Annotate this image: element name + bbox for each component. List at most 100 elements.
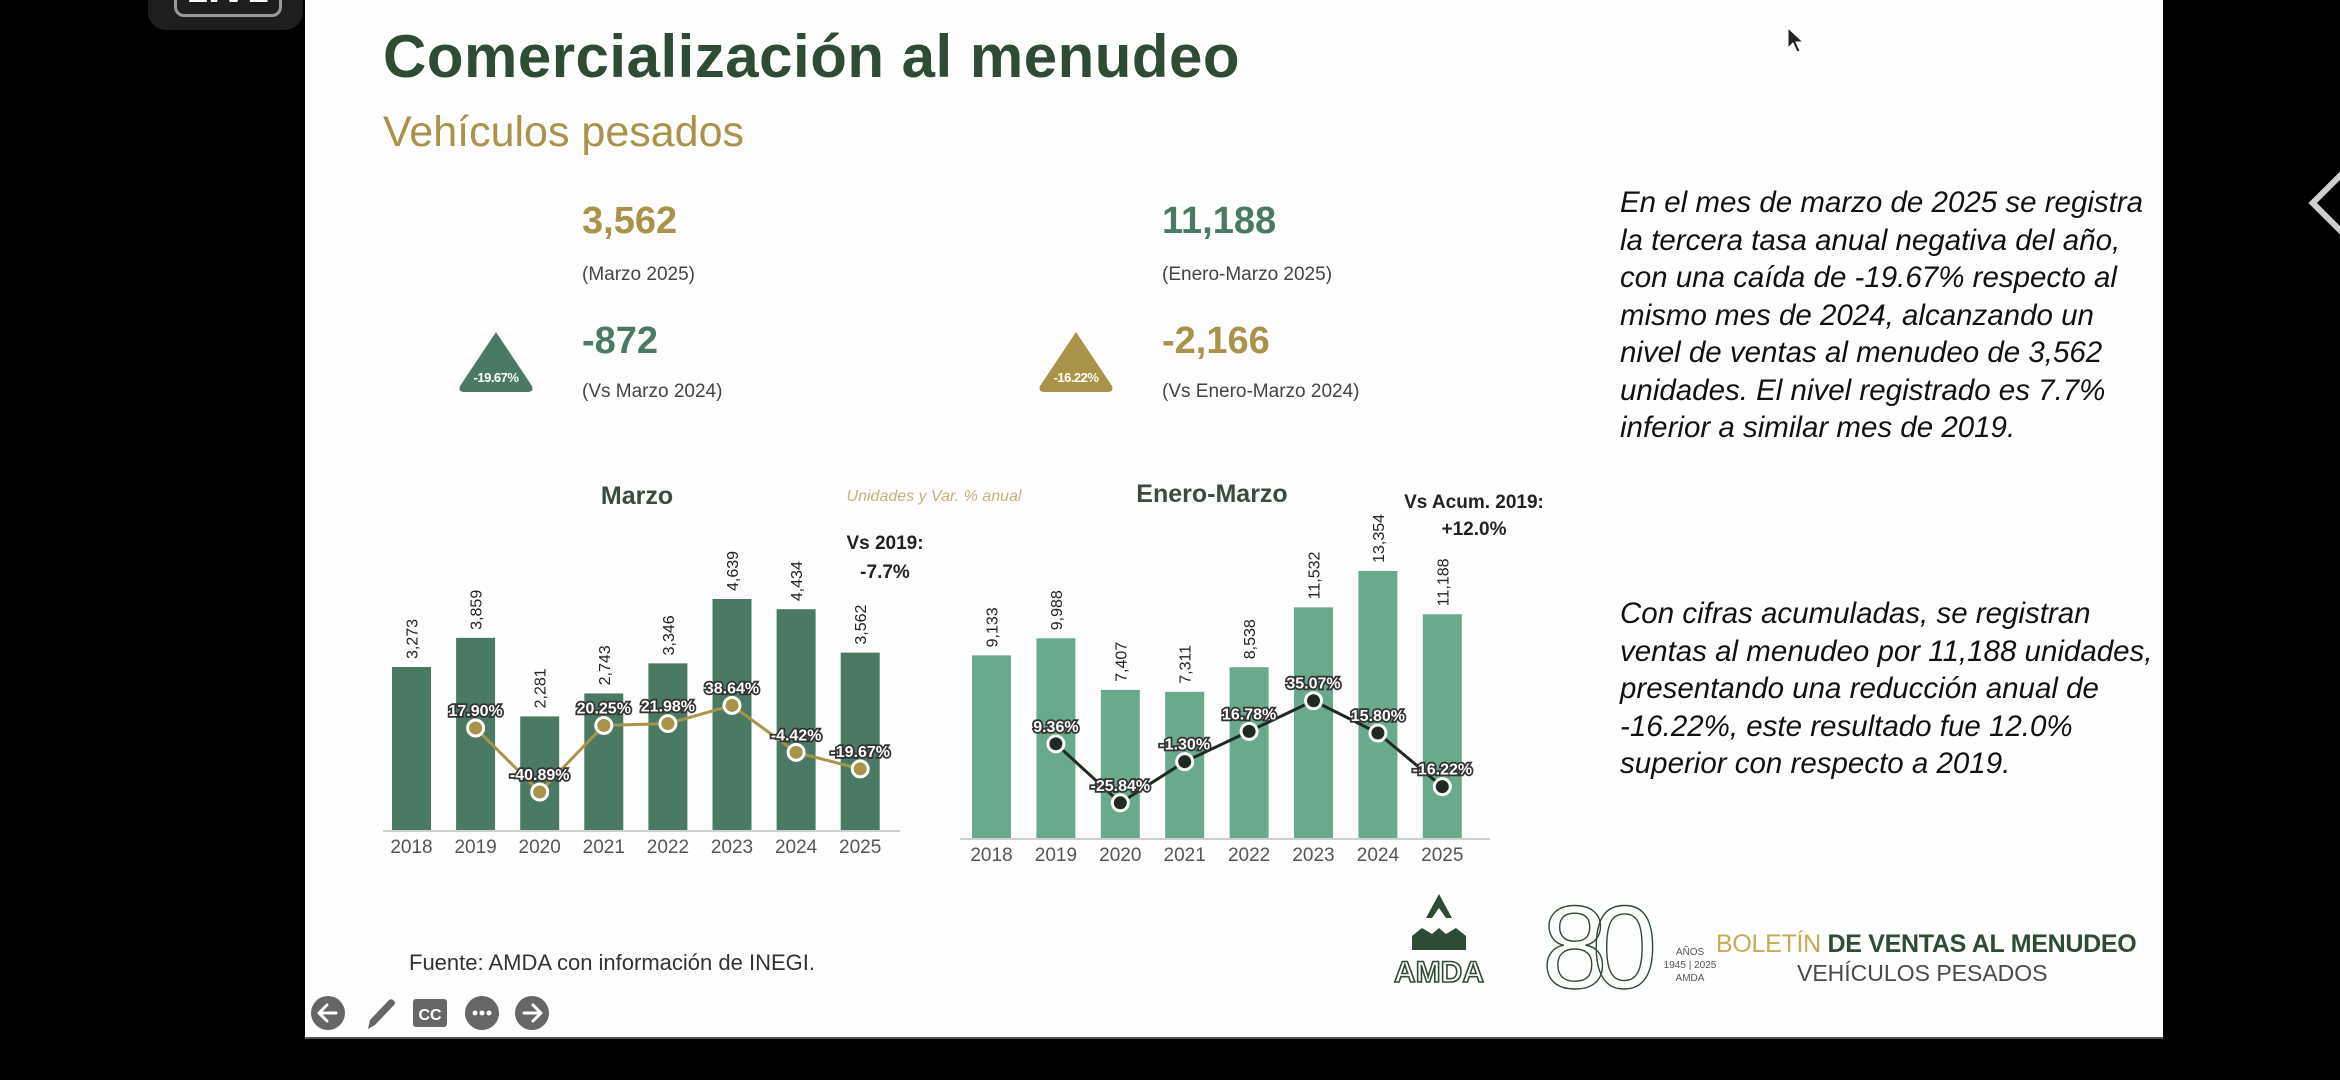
anniversary-org: AMDA	[1676, 973, 1705, 984]
growth-label: -4.42%	[771, 727, 822, 744]
bar-value-label: 13,354	[1371, 514, 1388, 563]
bar	[1229, 667, 1269, 838]
pencil-icon[interactable]	[362, 995, 398, 1031]
kpi-month-diff: -872	[582, 320, 659, 362]
kpi-ytd-diff-label: (Vs Enero-Marzo 2024)	[1162, 381, 1360, 402]
kpi-month-pct-text: -19.67%	[473, 370, 519, 385]
marzo-vs-2019-label: Vs 2019:	[846, 533, 924, 554]
closed-captions-button[interactable]: CC	[412, 995, 448, 1031]
boletin-title: BOLETÍN DE VENTAS AL MENUDEO	[1716, 930, 2137, 959]
growth-label: 16.78%	[1222, 706, 1276, 723]
growth-point	[722, 695, 742, 715]
amda-mountain-icon: AMDA	[1393, 894, 1485, 990]
cc-label: CC	[418, 1007, 442, 1024]
chart-units-note: Unidades y Var. % anual	[846, 488, 1022, 505]
chart-title-marzo: Marzo	[600, 482, 674, 510]
ytd-vs-2019-value: +12.0%	[1441, 519, 1507, 540]
growth-point	[1110, 793, 1130, 813]
chart-enero-marzo: 9,133 2018 9,988 2019 7,407 2020 7,311 2021 8,53…	[960, 514, 1490, 866]
anniversary-number: 80	[1542, 900, 1654, 995]
bar-value-label: 3,859	[469, 590, 486, 630]
growth-point	[850, 759, 870, 779]
bar	[1422, 614, 1462, 838]
bar-value-label: 3,273	[405, 619, 422, 659]
bar	[520, 716, 560, 830]
kpi-month-units: 3,562	[582, 200, 678, 242]
bar	[1294, 607, 1333, 838]
x-tick-label: 2018	[390, 837, 432, 858]
charts-canvas: 3,273 2018 3,859 2019 2,281 2020 2,743 2021 3,34…	[383, 514, 1490, 866]
bar-value-label: 7,407	[1113, 642, 1130, 682]
arrow-left-icon[interactable]	[310, 995, 346, 1031]
growth-point	[786, 742, 806, 762]
bar-value-label: 4,434	[789, 561, 806, 601]
growth-point	[1175, 752, 1195, 772]
boletin-rest: DE VENTAS AL MENUDEO	[1827, 930, 2137, 958]
bar-value-label: 8,538	[1242, 619, 1259, 659]
bar-value-label: 3,562	[853, 604, 870, 644]
bar-value-label: 11,532	[1307, 552, 1324, 600]
marzo-vs-2019-value: -7.7%	[860, 562, 910, 583]
x-tick-label: 2021	[1164, 845, 1206, 866]
bar-value-label: 9,988	[1049, 590, 1066, 630]
x-tick-label: 2024	[1357, 845, 1400, 866]
x-tick-label: 2020	[519, 837, 561, 858]
bar-value-label: 7,311	[1178, 645, 1195, 684]
amda-logo: AMDA	[1382, 892, 1497, 990]
bar	[972, 655, 1011, 838]
amda-logo-text: AMDA	[1394, 956, 1484, 987]
bar	[776, 609, 816, 830]
x-tick-label: 2020	[1099, 845, 1141, 866]
bar	[1358, 570, 1398, 838]
growth-label: 17.90%	[448, 703, 502, 720]
x-tick-label: 2023	[1292, 845, 1334, 866]
growth-point	[1368, 723, 1388, 743]
x-tick-label: 2019	[1035, 845, 1077, 866]
growth-label: 9.36%	[1033, 719, 1078, 736]
growth-point	[594, 715, 614, 735]
chart-title-enero-marzo: Enero-Marzo	[1136, 480, 1288, 508]
growth-point	[530, 782, 550, 802]
triangle-badge-icon	[1039, 332, 1113, 392]
commentary-paragraph-2: Con cifras acumuladas, se registran vent…	[1620, 597, 2153, 780]
kpi-month-units-label: (Marzo 2025)	[582, 264, 695, 285]
x-tick-label: 2023	[711, 837, 753, 858]
live-badge: LIVE	[148, 0, 303, 30]
growth-point	[1239, 721, 1259, 741]
anniversary-logo: 80 AÑOS 1945 | 2025 AMDA	[1540, 881, 1720, 1014]
growth-label: -40.89%	[510, 767, 570, 784]
chevron-left-icon[interactable]	[2308, 170, 2340, 236]
growth-point	[466, 718, 486, 738]
growth-label: -19.67%	[830, 744, 890, 761]
x-tick-label: 2022	[1228, 845, 1270, 866]
anniversary-anos: AÑOS	[1676, 945, 1705, 958]
arrow-right-icon[interactable]	[514, 995, 550, 1031]
x-tick-label: 2025	[1421, 845, 1463, 866]
kpi-ytd-pct-badge: -16.22%	[1036, 328, 1116, 398]
mouse-cursor-icon	[1787, 26, 1805, 53]
bar-value-label: 3,346	[661, 615, 678, 655]
kpi-ytd-units-label: (Enero-Marzo 2025)	[1162, 264, 1333, 285]
bar-value-label: 9,133	[985, 607, 1002, 647]
source-note: Fuente: AMDA con información de INEGI.	[409, 950, 815, 975]
growth-label: -1.30%	[1159, 737, 1210, 754]
bar	[840, 652, 880, 830]
x-tick-label: 2024	[775, 837, 818, 858]
bar	[648, 663, 688, 830]
boletin-subtitle: VEHÍCULOS PESADOS	[1797, 960, 2048, 986]
kpi-month-pct-badge: -19.67%	[456, 328, 536, 398]
more-icon[interactable]	[464, 995, 500, 1031]
anniversary-years: 1945 | 2025	[1664, 960, 1717, 971]
kpi-ytd-pct-text: -16.22%	[1053, 370, 1099, 385]
chart-marzo: 3,273 2018 3,859 2019 2,281 2020 2,743 2021 3,34…	[383, 551, 900, 858]
kpi-ytd-diff: -2,166	[1162, 320, 1270, 362]
growth-label: 35.07%	[1286, 676, 1340, 693]
bar-value-label: 4,639	[725, 551, 742, 591]
bar	[392, 667, 431, 830]
ytd-vs-2019-label: Vs Acum. 2019:	[1404, 492, 1544, 513]
triangle-badge-icon	[459, 332, 533, 392]
kpi-month-diff-label: (Vs Marzo 2024)	[582, 381, 723, 402]
growth-point	[658, 714, 678, 734]
growth-label: -16.22%	[1413, 762, 1473, 779]
anniversary-80-icon: 80 AÑOS 1945 | 2025 AMDA	[1541, 881, 1717, 1014]
